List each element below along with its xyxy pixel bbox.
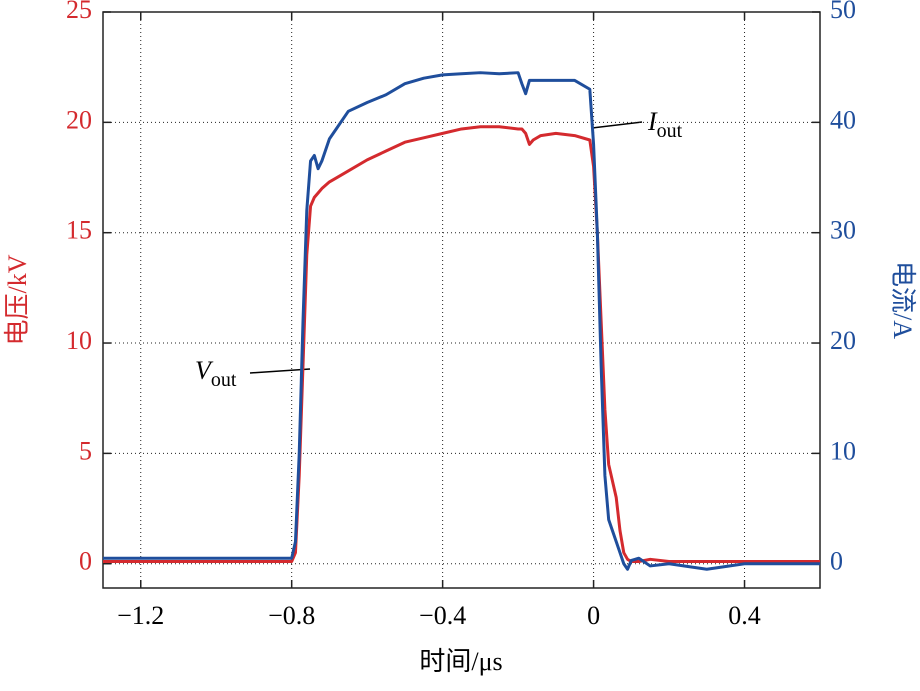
y-tick-label: 25 bbox=[66, 0, 92, 24]
leader-line bbox=[249, 368, 311, 374]
y-tick-label: 20 bbox=[66, 105, 92, 134]
y2-axis-label: 电流/A bbox=[888, 261, 917, 339]
y2-tick-label: 0 bbox=[830, 547, 843, 576]
y2-tick-label: 20 bbox=[830, 326, 856, 355]
x-tick-label: 0.4 bbox=[728, 601, 761, 630]
y2-tick-label: 30 bbox=[830, 216, 856, 245]
x-axis-label: 时间/μs bbox=[419, 647, 502, 676]
x-tick-label: −1.2 bbox=[117, 601, 164, 630]
data-line bbox=[103, 71, 820, 571]
y-tick-label: 10 bbox=[66, 326, 92, 355]
x-tick-label: 0 bbox=[587, 601, 600, 630]
y-tick-label: 15 bbox=[66, 216, 92, 245]
annotation-subscript: out bbox=[211, 369, 237, 391]
annotation: Vout bbox=[195, 356, 237, 391]
y-tick-label: 5 bbox=[79, 436, 92, 465]
annotation-subscript: out bbox=[657, 120, 683, 142]
data-line bbox=[103, 125, 820, 564]
annotation-symbol: I bbox=[647, 107, 658, 136]
annotation: Iout bbox=[647, 107, 683, 142]
y2-tick-label: 10 bbox=[830, 436, 856, 465]
y-tick-label: 0 bbox=[79, 547, 92, 576]
y-axis-label: 电压/kV bbox=[3, 254, 32, 345]
x-tick-label: −0.4 bbox=[419, 601, 466, 630]
x-tick-label: −0.8 bbox=[268, 601, 315, 630]
y2-tick-label: 40 bbox=[830, 105, 856, 134]
annotation-symbol: V bbox=[195, 356, 214, 385]
leader-line bbox=[591, 121, 643, 129]
y2-tick-label: 50 bbox=[830, 0, 856, 24]
plot-frame bbox=[102, 11, 821, 589]
